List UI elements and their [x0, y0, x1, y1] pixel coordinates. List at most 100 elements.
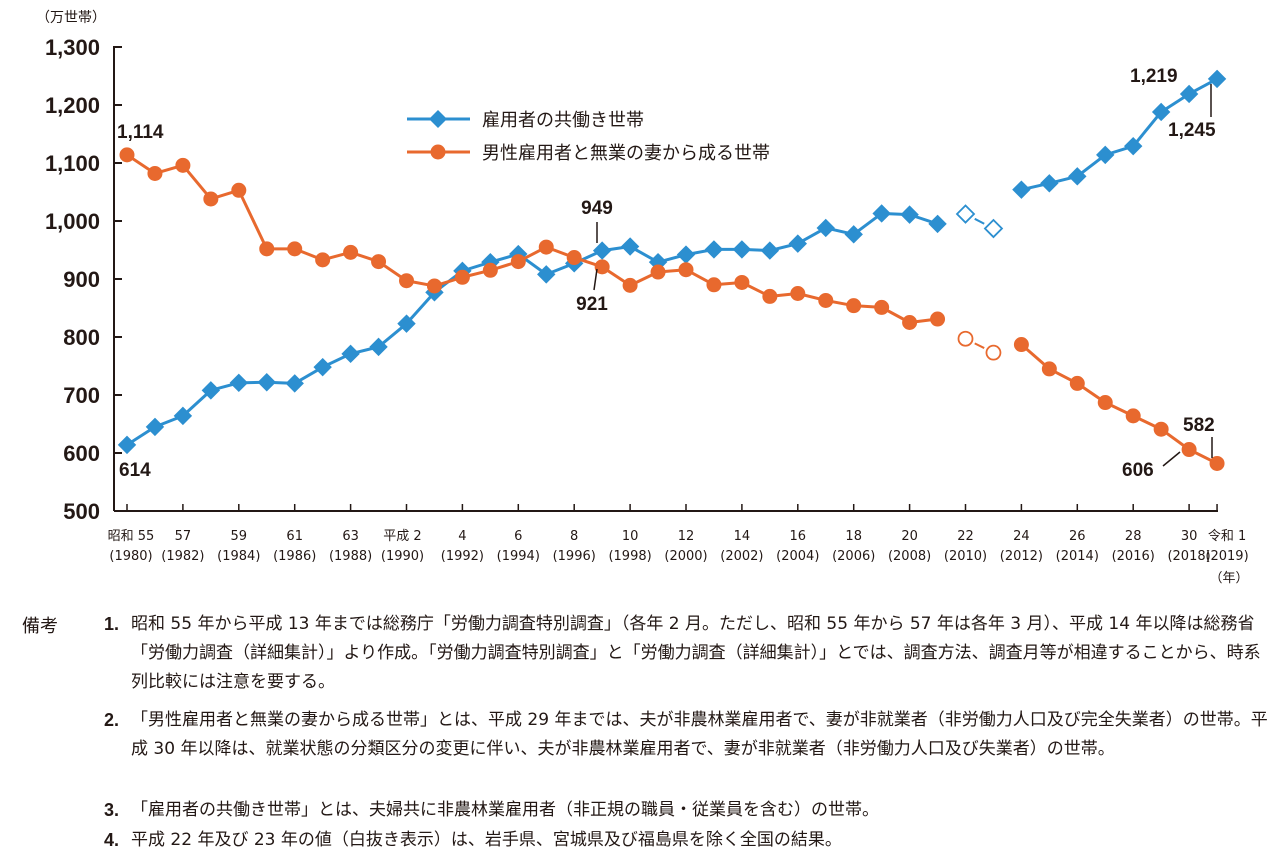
- data-point-diamond: [844, 225, 863, 244]
- x-tick-label: 20: [901, 529, 918, 544]
- x-tick-year-label: (2019): [1205, 549, 1248, 564]
- x-tick-label: 59: [231, 529, 248, 544]
- data-point-circle: [650, 264, 666, 280]
- x-tick-year-label: (1990): [381, 549, 424, 564]
- data-point-circle: [1125, 408, 1141, 424]
- data-point-diamond: [397, 314, 416, 333]
- data-point-diamond: [816, 218, 835, 238]
- y-tick-label: 1,100: [45, 151, 100, 176]
- x-tick-label: 63: [342, 529, 359, 544]
- data-point-circle: [1097, 395, 1113, 411]
- y-tick-label: 1,200: [45, 93, 100, 118]
- data-point-circle: [594, 259, 610, 275]
- x-tick-year-label: (1982): [161, 549, 204, 564]
- data-point-diamond: [955, 204, 976, 224]
- x-tick-year-label: (1980): [109, 549, 152, 564]
- data-point-diamond: [760, 241, 780, 260]
- data-point-diamond: [676, 245, 696, 264]
- x-tick-year-label: (1994): [497, 549, 540, 564]
- data-point-circle: [622, 277, 638, 293]
- x-tick-label: 57: [175, 529, 192, 544]
- data-point-diamond: [145, 417, 165, 437]
- note-item: 4. 平成 22 年及び 23 年の値（白抜き表示）は、岩手県、宮城県及び福島県…: [104, 826, 1274, 855]
- x-tick-label: 14: [734, 529, 751, 544]
- x-tick-label: 30: [1181, 529, 1198, 544]
- series-line-dualincome: [405, 291, 436, 325]
- x-tick-label: 18: [845, 529, 862, 544]
- data-point-circle: [985, 344, 1002, 361]
- y-tick-label: 800: [63, 325, 100, 350]
- x-tick-year-label: (2010): [944, 549, 987, 564]
- x-tick-label: 28: [1125, 529, 1142, 544]
- data-point-circle: [957, 330, 974, 347]
- data-point-circle: [734, 274, 750, 290]
- annotation-leader: [593, 268, 598, 291]
- series-line-singleincome: [237, 189, 269, 250]
- x-tick-year-label: (1992): [441, 549, 484, 564]
- data-point-circle: [1069, 375, 1085, 391]
- data-point-diamond: [900, 205, 919, 224]
- x-tick-year-label: (2018): [1167, 549, 1210, 564]
- data-point-circle: [175, 157, 191, 173]
- data-point-circle: [538, 239, 554, 255]
- legend-marker-diamond: [429, 110, 447, 128]
- data-point-circle: [1041, 361, 1057, 377]
- note-text: 「雇用者の共働き世帯」とは、夫婦共に非農林業雇用者（非正規の職員・従業員を含む）…: [131, 800, 879, 820]
- legend-label-singleincome: 男性雇用者と無業の妻から成る世帯: [482, 143, 770, 164]
- note-text: 昭和 55 年から平成 13 年までは総務庁「労働力調査特別調査」（各年 2 月…: [131, 614, 1261, 692]
- note-text: 「男性雇用者と無業の妻から成る世帯」とは、平成 29 年までは、夫が非農林業雇用…: [131, 710, 1268, 759]
- notes-label: 備考: [22, 616, 58, 637]
- data-point-diamond: [229, 373, 249, 393]
- data-point-circle: [790, 286, 806, 301]
- data-point-circle: [454, 269, 470, 285]
- data-point-diamond: [620, 237, 640, 256]
- annotation-label: 1,219: [1130, 66, 1178, 87]
- annotation-label: 614: [119, 460, 151, 481]
- data-point-diamond: [928, 214, 947, 234]
- x-tick-label: 令和 1: [1208, 529, 1246, 544]
- data-point-diamond: [1068, 167, 1087, 186]
- x-tick-year-label: (2004): [776, 549, 819, 564]
- data-point-diamond: [592, 241, 612, 260]
- data-point-circle: [846, 298, 862, 314]
- x-tick-label: 16: [790, 529, 807, 544]
- note-number: 3.: [104, 800, 120, 820]
- data-point-circle: [1153, 421, 1169, 437]
- data-point-circle: [203, 191, 219, 207]
- data-point-diamond: [732, 240, 752, 259]
- data-point-diamond: [983, 218, 1004, 239]
- data-point-circle: [902, 315, 918, 330]
- x-tick-label: 4: [458, 529, 466, 544]
- x-tick-year-label: (2008): [888, 549, 931, 564]
- data-point-circle: [119, 147, 135, 163]
- annotation-leader: [1162, 451, 1181, 467]
- annotation-label: 582: [1183, 415, 1215, 436]
- x-tick-year-label: (2016): [1112, 549, 1155, 564]
- x-tick-year-label: (1998): [608, 549, 651, 564]
- note-number: 2.: [104, 710, 120, 730]
- data-point-circle: [678, 262, 694, 278]
- legend-label-dualincome: 雇用者の共働き世帯: [482, 110, 644, 131]
- x-tick-year-label: (2002): [720, 549, 763, 564]
- data-point-diamond: [341, 344, 360, 364]
- note-item: 2. 「男性雇用者と無業の妻から成る世帯」とは、平成 29 年までは、夫が非農林…: [104, 706, 1274, 764]
- x-tick-year-label: (2012): [1000, 549, 1043, 564]
- annotation-label: 921: [576, 294, 608, 315]
- data-point-circle: [818, 292, 834, 308]
- annotation-label: 1,114: [117, 122, 164, 143]
- note-item: 3. 「雇用者の共働き世帯」とは、夫婦共に非農林業雇用者（非正規の職員・従業員を…: [104, 796, 1274, 825]
- data-point-diamond: [369, 337, 388, 357]
- x-tick-label: 61: [286, 529, 303, 544]
- x-tick-year-label: (2000): [664, 549, 707, 564]
- data-point-circle: [426, 278, 442, 294]
- data-point-circle: [343, 244, 359, 260]
- data-point-diamond: [117, 435, 137, 455]
- data-point-diamond: [537, 265, 556, 284]
- x-tick-year-label: (1986): [273, 549, 316, 564]
- data-point-diamond: [704, 240, 724, 259]
- data-point-diamond: [1207, 69, 1227, 89]
- data-point-circle: [1013, 337, 1029, 353]
- annotation-label: 606: [1122, 460, 1154, 481]
- x-tick-year-label: (1988): [329, 549, 372, 564]
- data-point-circle: [1209, 455, 1225, 471]
